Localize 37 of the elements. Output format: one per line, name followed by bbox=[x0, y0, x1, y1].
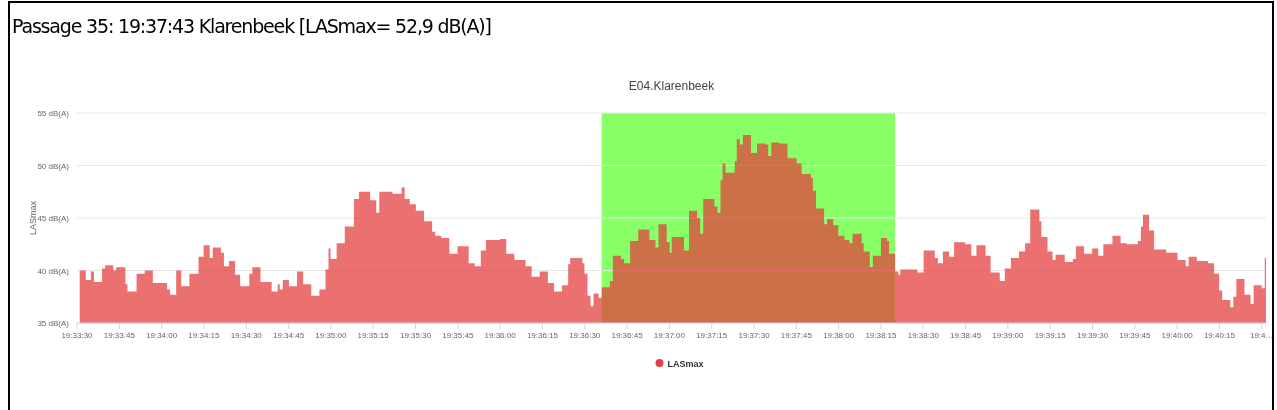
x-tick-label: 19:35:30 bbox=[399, 331, 432, 340]
x-tick-label: 19:36:00 bbox=[484, 331, 517, 340]
x-tick-label: 19:38:15 bbox=[865, 331, 898, 340]
x-tick-label: 19:34:00 bbox=[146, 331, 178, 340]
x-tick-label: 19:34:30 bbox=[230, 331, 263, 340]
x-tick-label: 19:35:00 bbox=[315, 331, 347, 340]
x-tick-label: 19:33:45 bbox=[103, 331, 136, 340]
x-tick-label: 19:37:30 bbox=[738, 331, 771, 340]
x-tick-label: 19:33:30 bbox=[61, 331, 94, 340]
x-tick-label: 19:38:00 bbox=[823, 331, 855, 340]
x-tick-label: 19:36:30 bbox=[569, 331, 601, 340]
chart-title: Passage 35: 19:37:43 Klarenbeek [LASmax= 52,9 dB(A)] bbox=[12, 15, 492, 37]
y-tick-label: 40 dB(A) bbox=[37, 266, 70, 276]
x-tick-label: 19:39:15 bbox=[1034, 331, 1067, 340]
x-tick-label: 19:40:15 bbox=[1203, 331, 1236, 340]
x-tick-label: 19:36:45 bbox=[611, 331, 644, 340]
x-tick-label: 19:38:45 bbox=[950, 331, 982, 340]
y-tick-label: 35 dB(A) bbox=[37, 319, 70, 328]
y-tick-label: 55 dB(A) bbox=[37, 109, 70, 118]
x-tick-label: 19:37:15 bbox=[696, 331, 728, 340]
chart-subtitle: E04.Klarenbeek bbox=[628, 79, 716, 93]
legend-label: LASmax bbox=[667, 358, 704, 369]
y-axis-title: LASmax bbox=[28, 200, 38, 236]
x-tick-label: 19:37:45 bbox=[780, 331, 813, 340]
x-tick-label: 19:34:45 bbox=[273, 331, 305, 340]
y-tick-label: 50 dB(A) bbox=[37, 161, 70, 171]
x-tick-label: 19:39:30 bbox=[1076, 331, 1109, 340]
x-tick-label: 19:40:00 bbox=[1161, 331, 1194, 340]
x-tick-label: 19:39:45 bbox=[1119, 331, 1151, 340]
x-tick-label: 19:36:15 bbox=[526, 331, 559, 340]
x-tick-label: 19:39:00 bbox=[992, 331, 1025, 340]
x-tick-label: 19:35:45 bbox=[442, 331, 474, 340]
x-tick-label: 19:38:30 bbox=[907, 331, 940, 340]
x-tick-label: 19:35:15 bbox=[357, 331, 390, 340]
x-tick-label: 19:37:00 bbox=[653, 331, 686, 340]
x-tick-label: 19:34:15 bbox=[188, 331, 221, 340]
y-tick-label: 45 dB(A) bbox=[37, 214, 70, 223]
